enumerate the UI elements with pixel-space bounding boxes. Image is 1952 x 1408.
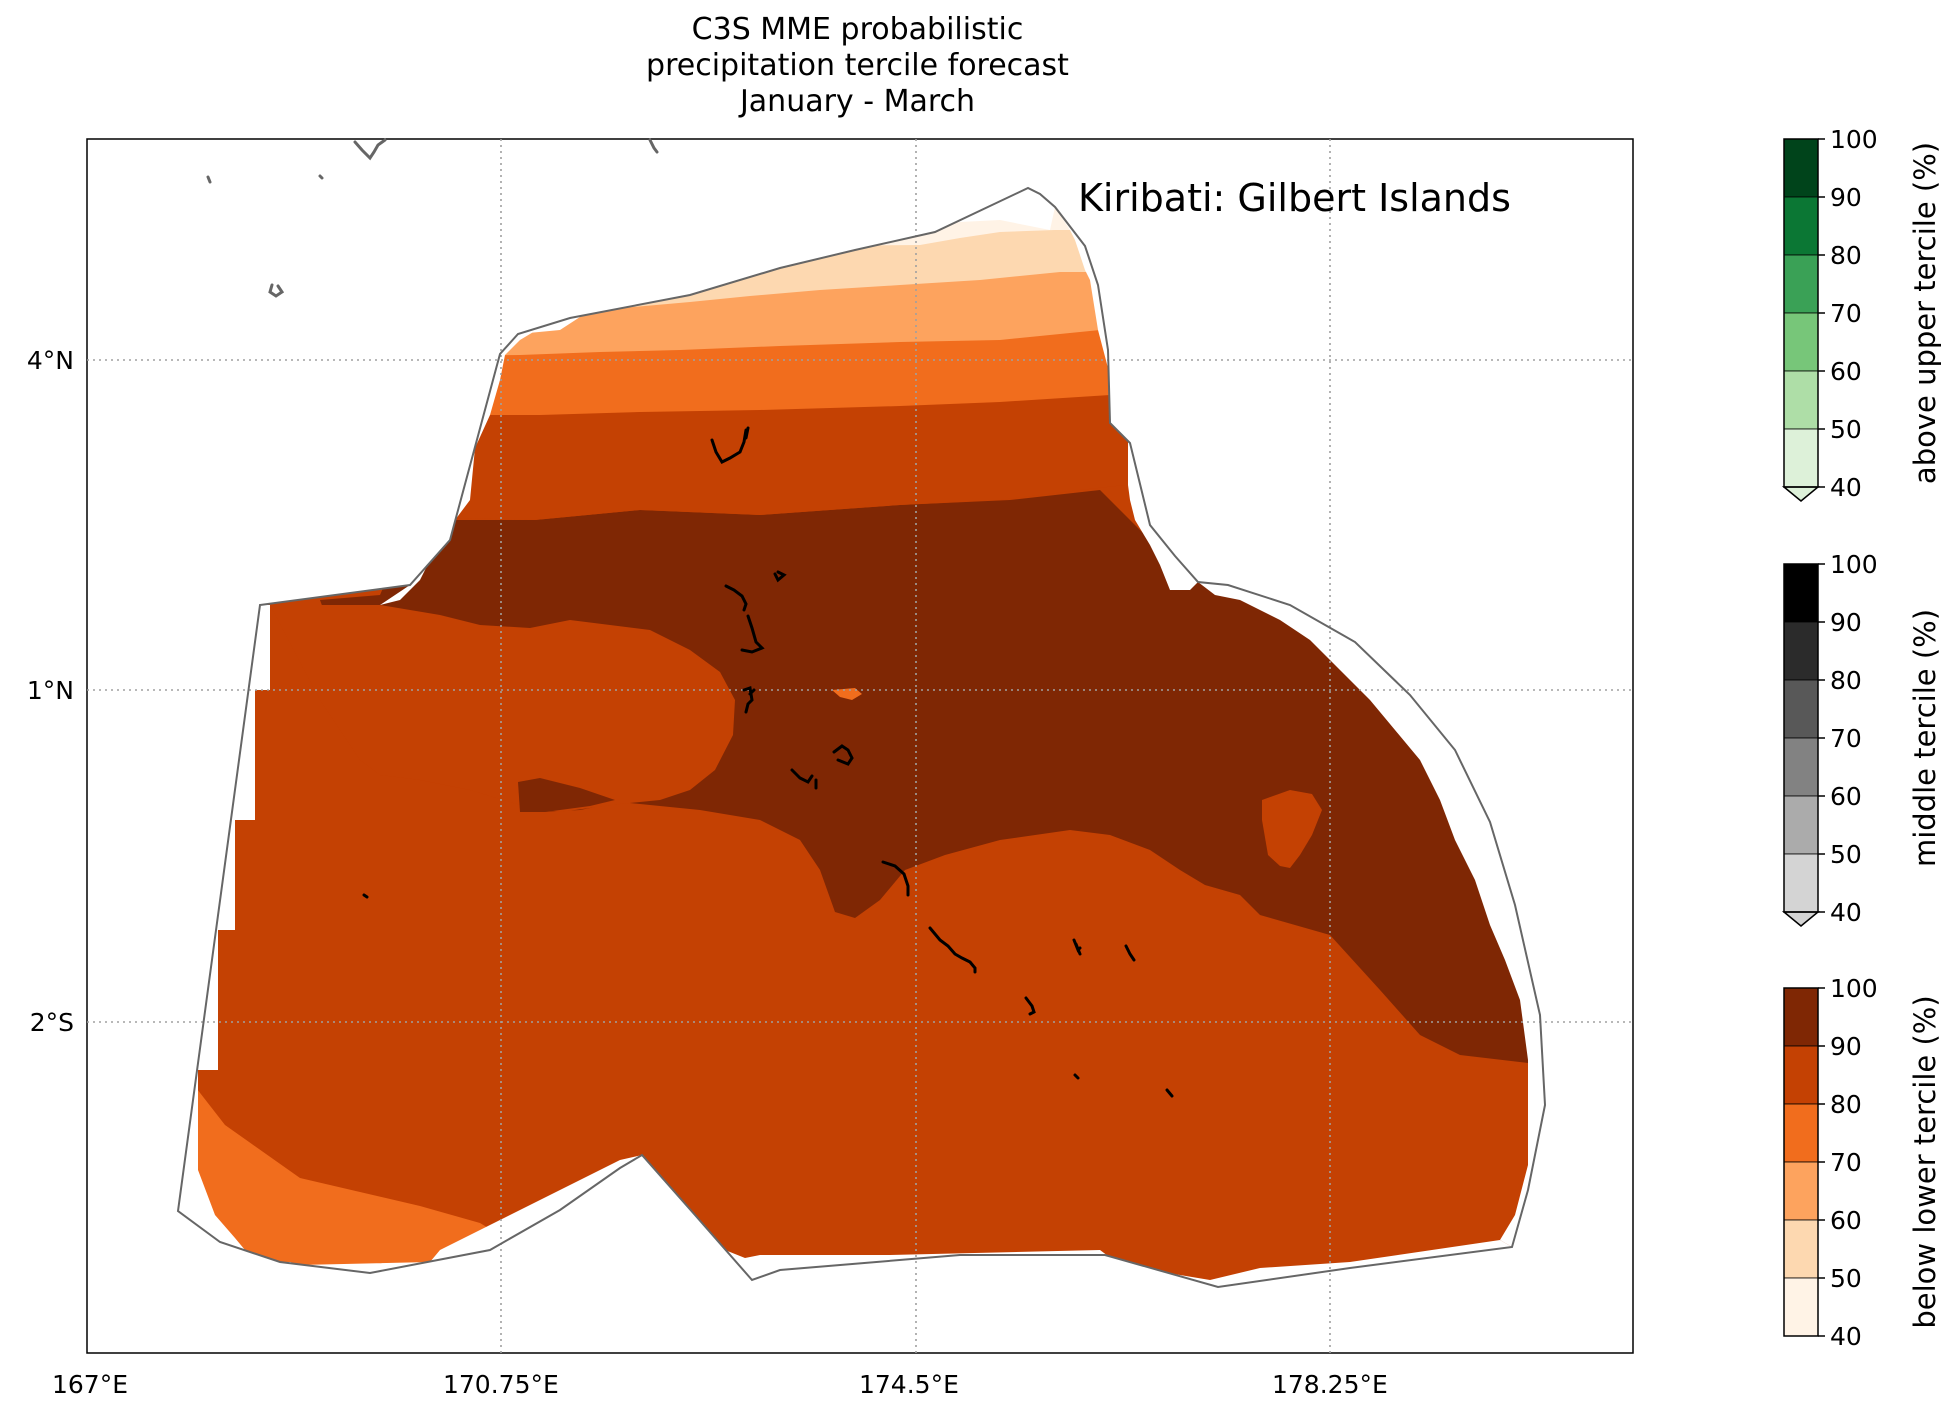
- island-butaritari: [710, 426, 750, 464]
- y-tick-2s: 2°S: [30, 1008, 74, 1037]
- title-line-1: C3S MME probabilistic: [691, 12, 1024, 47]
- colorbar-middle-tercile: 100 90 80 70 60 50 40 middle tercile (%): [1781, 550, 1942, 927]
- colorbar-tick-label: 100: [1830, 550, 1878, 579]
- colorbar-tick-label: 60: [1830, 357, 1862, 386]
- colorbar-tick-label: 60: [1830, 782, 1862, 811]
- colorbar-segment: [1783, 853, 1819, 913]
- colorbar-segment: [1783, 254, 1819, 314]
- colorbar-tick-label: 50: [1830, 840, 1862, 869]
- y-tick-1n: 1°N: [27, 676, 74, 705]
- colorbar-tick-label: 100: [1830, 125, 1878, 154]
- island-tamana: [1073, 1073, 1080, 1080]
- colorbar-segment: [1783, 563, 1819, 623]
- fill-rust-east-blob: [1262, 790, 1322, 868]
- colorbar-tick-label: 50: [1830, 1264, 1862, 1293]
- fill-rust-west-bulge: [270, 605, 735, 812]
- colorbar-tick-label: 80: [1830, 241, 1862, 270]
- x-axis-labels: 167°E 170.75°E 174.5°E 178.25°E: [52, 1370, 1388, 1399]
- colorbar-segment: [1783, 1161, 1819, 1221]
- island-arorae: [1165, 1088, 1174, 1098]
- colorbar-tick-label: 80: [1830, 666, 1862, 695]
- y-tick-4n: 4°N: [27, 346, 74, 375]
- colorbar-tick-label: 70: [1830, 1148, 1862, 1177]
- eez-boundary: [176, 186, 1547, 1289]
- colorbar-extend-arrow: [1781, 486, 1821, 502]
- colorbar-segment: [1783, 679, 1819, 739]
- edge-south: [695, 1215, 1512, 1287]
- colorbar-segment: [1783, 370, 1819, 430]
- colorbar-segment: [1783, 312, 1819, 372]
- fill-orange-spot: [832, 688, 862, 700]
- colorbar-segment: [1783, 1219, 1819, 1279]
- island-tarawa: [742, 686, 756, 714]
- gridlines: [87, 139, 1633, 1353]
- island-onotoa: [1024, 996, 1036, 1016]
- grid-edge-mask: [178, 188, 1545, 1287]
- island-abemama: [832, 744, 854, 766]
- colorbar-above-upper-tercile: 100 90 80 70 60 50 40 above upper tercile (%): [1781, 125, 1942, 502]
- colorbar-tick-label: 90: [1830, 1032, 1862, 1061]
- colorbar-segment: [1783, 196, 1819, 256]
- island-kuria: [362, 893, 369, 899]
- coast-fragment-3: [353, 138, 387, 161]
- colorbar-tick-label: 100: [1830, 974, 1878, 1003]
- colorbar-below-lower-tercile: 100 90 80 70 60 50 40 below lower tercile (%): [1783, 974, 1942, 1351]
- colorbar-segment: [1783, 1045, 1819, 1105]
- colorbar-tick-label: 70: [1830, 299, 1862, 328]
- colorbar-segment: [1783, 428, 1819, 488]
- colorbar-tick-label: 70: [1830, 724, 1862, 753]
- x-tick-170-75e: 170.75°E: [443, 1370, 559, 1399]
- colorbar-tick-label: 90: [1830, 183, 1862, 212]
- colorbar-segment: [1783, 1277, 1819, 1337]
- y-axis-labels: 4°N 1°N 2°S: [27, 346, 74, 1037]
- coast-fragment-4: [648, 138, 659, 154]
- edge-north: [518, 188, 1055, 334]
- colorbar-label: above upper tercile (%): [1908, 142, 1942, 484]
- colorbar-segment: [1783, 1103, 1819, 1163]
- coast-fragment-2: [318, 174, 324, 180]
- outer-coastlines: [206, 138, 659, 298]
- colorbar-extend-arrow: [1781, 911, 1821, 927]
- colorbar-tick-label: 80: [1830, 1090, 1862, 1119]
- edge-south-west: [220, 1155, 642, 1273]
- colorbar-segment: [1783, 621, 1819, 681]
- title-line-3: January - March: [739, 84, 976, 119]
- colorbar-tick-label: 40: [1830, 473, 1862, 502]
- colorbar-tick-label: 90: [1830, 608, 1862, 637]
- island-abaiang: [724, 584, 765, 654]
- island-nonouti: [928, 926, 977, 974]
- colorbar-segment: [1783, 795, 1819, 855]
- colorbar-segment: [1783, 737, 1819, 797]
- colorbar-tick-label: 40: [1830, 1322, 1862, 1351]
- fill-dark-brown-wedge: [518, 778, 615, 812]
- colorbar-tick-label: 60: [1830, 1206, 1862, 1235]
- island-beru: [1124, 944, 1136, 962]
- colorbar-segment: [1783, 987, 1819, 1047]
- x-tick-178-25e: 178.25°E: [1272, 1370, 1388, 1399]
- x-tick-167e: 167°E: [52, 1370, 128, 1399]
- colorbar-label: middle tercile (%): [1908, 609, 1942, 867]
- colorbar-tick-label: 50: [1830, 415, 1862, 444]
- title-line-2: precipitation tercile forecast: [646, 48, 1069, 83]
- island-maiana: [790, 768, 818, 790]
- island-marakei: [773, 570, 787, 583]
- colorbar-segment: [1783, 138, 1819, 198]
- edge-west: [178, 605, 270, 1262]
- colorbar-tick-label: 40: [1830, 898, 1862, 927]
- coast-fragment-5: [268, 283, 285, 298]
- region-label: Kiribati: Gilbert Islands: [1078, 176, 1511, 220]
- island-aranuka: [881, 860, 910, 897]
- x-tick-174-5e: 174.5°E: [859, 1370, 959, 1399]
- island-tabiteuea: [1072, 938, 1082, 956]
- coast-fragment-1: [206, 175, 212, 184]
- map-title: C3S MME probabilistic precipitation terc…: [85, 12, 1630, 120]
- colorbar-label: below lower tercile (%): [1908, 995, 1942, 1328]
- islands: [362, 426, 1174, 1098]
- fill-orange-southwest: [178, 1050, 500, 1280]
